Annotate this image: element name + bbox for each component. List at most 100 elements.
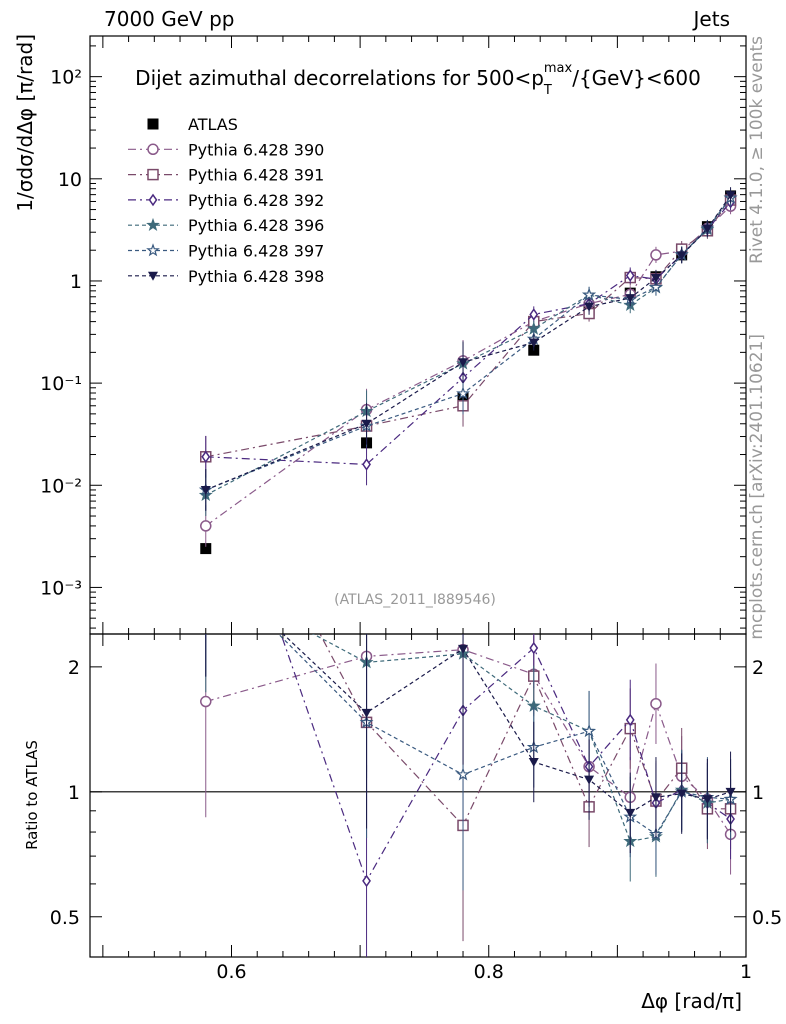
data-point xyxy=(362,458,371,471)
data-point xyxy=(650,273,661,283)
data-point xyxy=(582,287,596,301)
legend-label: Pythia 6.428 390 xyxy=(188,140,324,159)
data-point xyxy=(702,224,713,234)
rivet-label: Rivet 4.1.0, ≥ 100k events xyxy=(747,36,767,264)
ratio-point xyxy=(528,757,539,767)
data-point xyxy=(529,308,539,321)
main-series-layer xyxy=(198,187,738,555)
ratio-point xyxy=(200,695,212,708)
ratio-point xyxy=(650,793,661,803)
series-line xyxy=(205,199,732,458)
ratio-point xyxy=(702,795,713,805)
series-line xyxy=(205,197,732,491)
legend-entry: Pythia 6.428 390 xyxy=(128,140,324,159)
legend-marker xyxy=(148,193,158,207)
legend-entry: ATLAS xyxy=(147,115,238,134)
ratio-point xyxy=(202,412,209,422)
ratio-point xyxy=(458,644,469,654)
ratio-point xyxy=(529,641,539,655)
legend-marker xyxy=(147,143,159,156)
legend-entry: Pythia 6.428 398 xyxy=(128,267,324,286)
data-point xyxy=(625,269,635,282)
legend-label: Pythia 6.428 397 xyxy=(188,242,324,261)
legend-marker xyxy=(148,271,158,281)
y-tick-label: 10⁻² xyxy=(40,475,82,497)
y-tick-label: 10 xyxy=(58,169,82,191)
y-tick-label: 10⁻¹ xyxy=(40,373,82,395)
legend-label: Pythia 6.428 391 xyxy=(188,166,324,185)
ratio-point xyxy=(361,708,372,718)
ratio-line xyxy=(205,649,732,835)
ratio-point xyxy=(584,775,595,785)
data-point xyxy=(725,191,736,201)
legend: ATLAS Pythia 6.428 390 Pythia 6.428 391 Pyt… xyxy=(128,115,324,286)
ratio-tick-label-right: 2 xyxy=(752,657,764,679)
ratio-tick-label: 2 xyxy=(68,657,80,679)
legend-marker xyxy=(147,168,159,181)
ratio-point xyxy=(201,555,212,565)
header-left-label: 7000 GeV pp xyxy=(104,7,235,31)
legend-entry: Pythia 6.428 397 xyxy=(128,242,324,261)
ratio-line xyxy=(282,634,731,814)
legend-marker xyxy=(146,243,160,257)
data-point xyxy=(584,302,595,312)
series-6 xyxy=(200,187,736,511)
ratio-tick-label: 1 xyxy=(68,782,80,804)
series-line xyxy=(205,194,732,491)
ratio-series-layer xyxy=(200,412,738,957)
data-point xyxy=(200,485,211,495)
x-tick-label: 0.6 xyxy=(216,961,246,983)
main-panel: 10⁻³ 10⁻² 10⁻¹ 1 10 10² xyxy=(40,35,747,957)
x-tick-label: 1 xyxy=(740,961,752,983)
legend-label: Pythia 6.428 396 xyxy=(188,216,324,235)
ratio-point xyxy=(725,787,736,797)
ratio-line xyxy=(277,634,731,836)
data-point xyxy=(528,338,539,348)
ratio-point xyxy=(625,808,636,818)
y-tick-label: 1 xyxy=(70,271,82,293)
legend-entry: Pythia 6.428 392 xyxy=(128,191,324,210)
ratio-point xyxy=(625,713,635,727)
y-tick-label: 10² xyxy=(50,67,82,89)
analysis-tag: (ATLAS_2011_I889546) xyxy=(334,592,496,608)
data-point xyxy=(650,249,662,261)
data-point xyxy=(649,279,663,294)
ratio-series-5 xyxy=(201,557,736,854)
ratio-line xyxy=(319,634,731,827)
x-axis-label: Δφ [rad/π] xyxy=(641,989,742,1013)
legend-marker xyxy=(146,217,160,232)
data-point xyxy=(201,450,211,464)
legend-label: Pythia 6.428 398 xyxy=(188,267,324,286)
mcplots-label: mcplots.cern.ch [arXiv:2401.10621] xyxy=(747,334,767,640)
series-4 xyxy=(198,189,738,517)
ratio-tick-label: 0.5 xyxy=(50,907,80,929)
series-5 xyxy=(198,189,738,511)
legend-marker xyxy=(147,118,159,130)
data-point xyxy=(676,251,687,261)
data-point xyxy=(200,520,212,532)
ratio-tick-label-right: 1 xyxy=(752,782,764,804)
ratio-point xyxy=(582,723,596,738)
data-point xyxy=(456,386,471,400)
data-point xyxy=(625,294,636,304)
ratio-point xyxy=(201,412,211,422)
ratio-point xyxy=(676,789,687,799)
legend-entry: Pythia 6.428 391 xyxy=(128,166,324,185)
ratio-y-axis-label: Ratio to ATLAS xyxy=(23,740,41,850)
legend-entry: Pythia 6.428 396 xyxy=(128,216,324,235)
y-axis-label: 1/σdσ/dΔφ [π/rad] xyxy=(13,34,37,212)
ratio-point xyxy=(456,767,471,781)
header-right-label: Jets xyxy=(692,7,730,31)
y-tick-label: 10⁻³ xyxy=(40,577,82,599)
ratio-point xyxy=(201,557,211,566)
data-point xyxy=(361,419,372,429)
data-point xyxy=(458,358,469,368)
chart-title: Dijet azimuthal decorrelations for 500<p… xyxy=(135,61,701,98)
legend-label: Pythia 6.428 392 xyxy=(188,191,324,210)
ratio-tick-label-right: 0.5 xyxy=(752,907,782,929)
ratio-point xyxy=(362,874,371,888)
ratio-point xyxy=(650,697,662,710)
ratio-frame xyxy=(89,633,747,958)
ratio-line xyxy=(312,634,731,842)
